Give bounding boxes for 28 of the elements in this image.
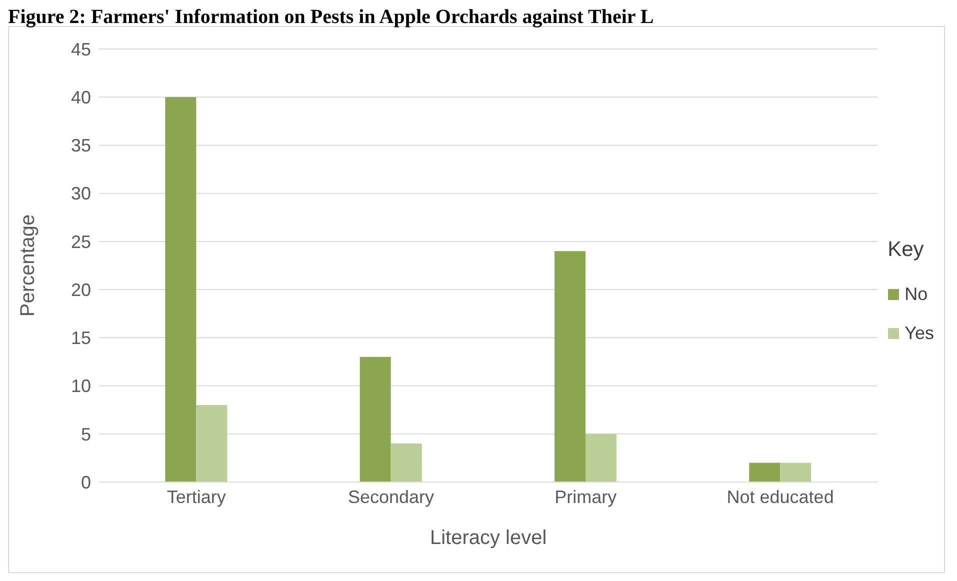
bar [749, 462, 780, 482]
chart-title: Figure 2: Farmers' Information on Pests in Apple Orchards against Their L [8, 6, 655, 28]
bar [780, 462, 812, 482]
bar [165, 97, 196, 482]
x-tick-label: Not educated [726, 486, 834, 507]
bar [390, 444, 422, 482]
x-axis-title: Literacy level [430, 527, 547, 549]
legend-label: No [904, 284, 929, 304]
y-tick-label: 5 [80, 424, 91, 444]
y-tick-label: 40 [70, 88, 91, 108]
y-tick-label: 0 [80, 472, 91, 492]
y-tick-label: 20 [70, 280, 91, 300]
bar [196, 405, 228, 482]
y-tick-label: 35 [70, 136, 91, 156]
y-tick-label: 15 [70, 328, 91, 348]
legend-label: Yes [904, 322, 934, 344]
bar [360, 356, 391, 482]
x-tick-label: Tertiary [166, 486, 226, 507]
y-tick-label: 30 [70, 184, 91, 204]
y-tick-label: 25 [70, 232, 91, 252]
x-tick-label: Primary [554, 486, 617, 507]
y-tick-label: 45 [70, 39, 91, 60]
y-axis-title: Percentage [17, 214, 40, 317]
x-tick-label: Secondary [348, 486, 434, 507]
y-tick-label: 10 [70, 376, 91, 396]
bar [585, 434, 616, 482]
legend-title: Key [888, 238, 925, 262]
bar [554, 251, 586, 482]
